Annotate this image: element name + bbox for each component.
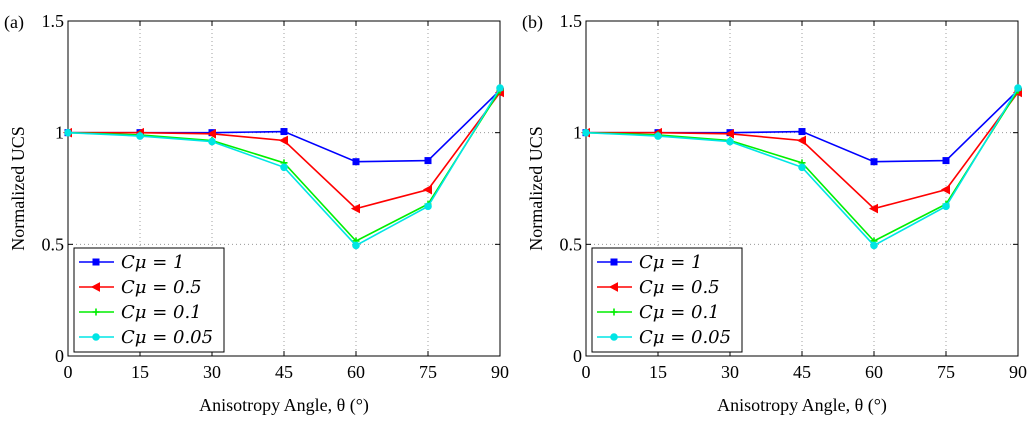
series-1-point bbox=[868, 203, 878, 214]
legend-label: Cμ = 0.5 bbox=[639, 277, 720, 298]
legend-marker bbox=[610, 333, 618, 341]
y-tick-label: 0 bbox=[573, 346, 582, 366]
legend-label: Cμ = 0.1 bbox=[121, 302, 202, 323]
chart-a-svg: 0 15 30 45 60 75 90 0 0.5 1 1.5 (a) Anisotropy Angle… bbox=[4, 11, 509, 416]
x-tick-label: 45 bbox=[793, 362, 811, 382]
series-1-point bbox=[796, 135, 806, 146]
panel-label: (b) bbox=[522, 12, 543, 33]
legend-label: Cμ = 0.1 bbox=[639, 302, 720, 323]
series-3-point bbox=[1014, 84, 1022, 92]
series-3 bbox=[582, 84, 1022, 250]
x-tick-label: 0 bbox=[64, 362, 73, 382]
legend-label: Cμ = 0.05 bbox=[121, 327, 213, 348]
legend-label: Cμ = 0.5 bbox=[121, 277, 202, 298]
legend-marker bbox=[90, 282, 100, 292]
x-axis-label: Anisotropy Angle, θ (°) bbox=[199, 395, 369, 416]
series-3-point bbox=[582, 128, 590, 137]
legend-label: Cμ = 0.05 bbox=[639, 327, 731, 348]
legend-label: Cμ = 1 bbox=[121, 252, 184, 273]
chart-b-svg: 0 15 30 45 60 75 90 0 0.5 1 1.5 (b) Anisotropy Angle… bbox=[522, 11, 1027, 416]
legend-marker bbox=[92, 258, 100, 266]
legend-marker bbox=[610, 258, 618, 266]
series-3 bbox=[64, 84, 504, 250]
series-0-point bbox=[352, 158, 360, 166]
series-3-point bbox=[726, 137, 734, 146]
legend-marker bbox=[92, 308, 100, 316]
legend-label: Cμ = 1 bbox=[639, 252, 702, 273]
series-3-point bbox=[64, 128, 72, 137]
x-tick-label: 30 bbox=[721, 362, 739, 382]
y-axis-label: Normalized UCS bbox=[526, 126, 546, 250]
series-1-point bbox=[940, 184, 950, 195]
series-0-point bbox=[942, 157, 950, 165]
y-tick-label: 0.5 bbox=[560, 234, 583, 254]
legend: Cμ = 1 Cμ = 0.5 Cμ = 0.1 Cμ = 0.05 bbox=[591, 247, 743, 353]
series-0-point bbox=[870, 158, 878, 166]
x-tick-label: 90 bbox=[1009, 362, 1027, 382]
series-3-point bbox=[798, 163, 806, 172]
series-3-point bbox=[208, 137, 216, 146]
y-tick-label: 1 bbox=[55, 123, 64, 143]
series-3-point bbox=[136, 132, 144, 140]
y-tick-label: 0.5 bbox=[42, 234, 65, 254]
legend-marker bbox=[92, 333, 100, 341]
legend-marker bbox=[610, 308, 618, 316]
series-0-point bbox=[798, 128, 806, 136]
chart-panel-b: 0 15 30 45 60 75 90 0 0.5 1 1.5 (b) Anisotropy Angle… bbox=[518, 0, 1035, 421]
y-tick-label: 1 bbox=[573, 123, 582, 143]
legend-marker bbox=[608, 282, 618, 292]
x-tick-label: 60 bbox=[865, 362, 883, 382]
x-tick-label: 90 bbox=[491, 362, 509, 382]
series-0-point bbox=[280, 128, 288, 136]
series-3-point bbox=[942, 202, 950, 211]
y-tick-label: 0 bbox=[55, 346, 64, 366]
y-tick-label: 1.5 bbox=[560, 11, 583, 31]
x-axis-label: Anisotropy Angle, θ (°) bbox=[717, 395, 887, 416]
y-tick-label: 1.5 bbox=[42, 11, 65, 31]
chart-panel-a: 0 15 30 45 60 75 90 0 0.5 1 1.5 (a) Anisotropy Angle… bbox=[0, 0, 517, 421]
y-axis-label: Normalized UCS bbox=[8, 126, 28, 250]
series-1-point bbox=[724, 128, 734, 139]
series-3-point bbox=[496, 84, 504, 92]
x-tick-label: 75 bbox=[419, 362, 437, 382]
panel-label: (a) bbox=[4, 12, 24, 33]
x-tick-label: 0 bbox=[582, 362, 591, 382]
x-tick-label: 45 bbox=[275, 362, 293, 382]
legend: Cμ = 1 Cμ = 0.5 Cμ = 0.1 Cμ = 0.05 bbox=[73, 247, 225, 353]
x-tick-label: 60 bbox=[347, 362, 365, 382]
series-3-point bbox=[280, 163, 288, 172]
series-1-point bbox=[422, 184, 432, 195]
series-1-point bbox=[278, 135, 288, 146]
x-tick-label: 15 bbox=[649, 362, 667, 382]
x-tick-label: 75 bbox=[937, 362, 955, 382]
series-1-point bbox=[206, 128, 216, 139]
series-3-point bbox=[424, 202, 432, 211]
series-3-point bbox=[870, 241, 878, 250]
x-tick-label: 30 bbox=[203, 362, 221, 382]
series-3-point bbox=[352, 241, 360, 250]
series-0-point bbox=[424, 157, 432, 165]
series-3-point bbox=[654, 132, 662, 140]
x-tick-label: 15 bbox=[131, 362, 149, 382]
series-1-point bbox=[350, 203, 360, 214]
